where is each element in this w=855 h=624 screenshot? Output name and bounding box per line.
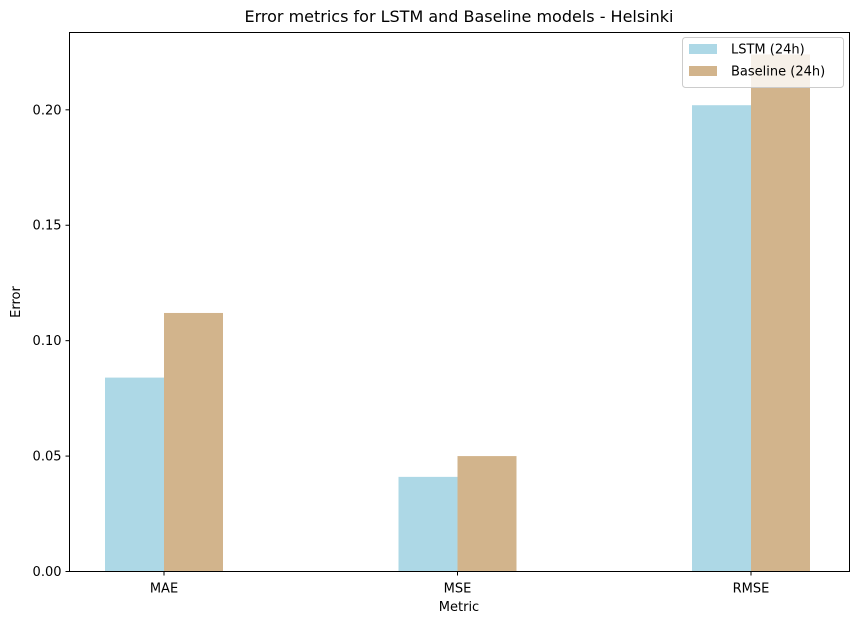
bar-mse-lstm bbox=[398, 476, 458, 572]
legend-swatch bbox=[689, 66, 717, 76]
chart-title: Error metrics for LSTM and Baseline mode… bbox=[244, 7, 673, 26]
bars-layer bbox=[105, 54, 810, 572]
y-tick-label: 0.15 bbox=[33, 219, 62, 234]
bar-mae-baseline bbox=[164, 312, 223, 572]
y-tick-label: 0.00 bbox=[33, 565, 62, 580]
y-tick-label: 0.20 bbox=[33, 103, 62, 118]
x-axis-label: Metric bbox=[439, 600, 479, 615]
legend-swatch bbox=[689, 44, 717, 54]
y-tick-label: 0.05 bbox=[33, 450, 62, 465]
bar-mse-baseline bbox=[457, 456, 517, 572]
y-axis-label: Error bbox=[9, 286, 24, 318]
legend-label: Baseline (24h) bbox=[731, 65, 825, 80]
bar-rmse-baseline bbox=[751, 54, 810, 572]
x-tick-label: RMSE bbox=[733, 582, 770, 597]
y-tick-label: 0.10 bbox=[33, 334, 62, 349]
plot-frame bbox=[69, 32, 850, 572]
bar-rmse-lstm bbox=[692, 105, 751, 572]
y-axis: 0.00 0.05 0.10 0.15 0.20 bbox=[33, 103, 70, 580]
x-tick-label: MAE bbox=[150, 582, 178, 597]
legend-label: LSTM (24h) bbox=[731, 43, 805, 58]
legend: LSTM (24h) Baseline (24h) bbox=[682, 37, 844, 88]
x-tick-label: MSE bbox=[444, 582, 472, 597]
x-axis: MAE MSE RMSE bbox=[150, 571, 770, 597]
bar-mae-lstm bbox=[105, 377, 164, 572]
legend-box bbox=[682, 37, 844, 88]
